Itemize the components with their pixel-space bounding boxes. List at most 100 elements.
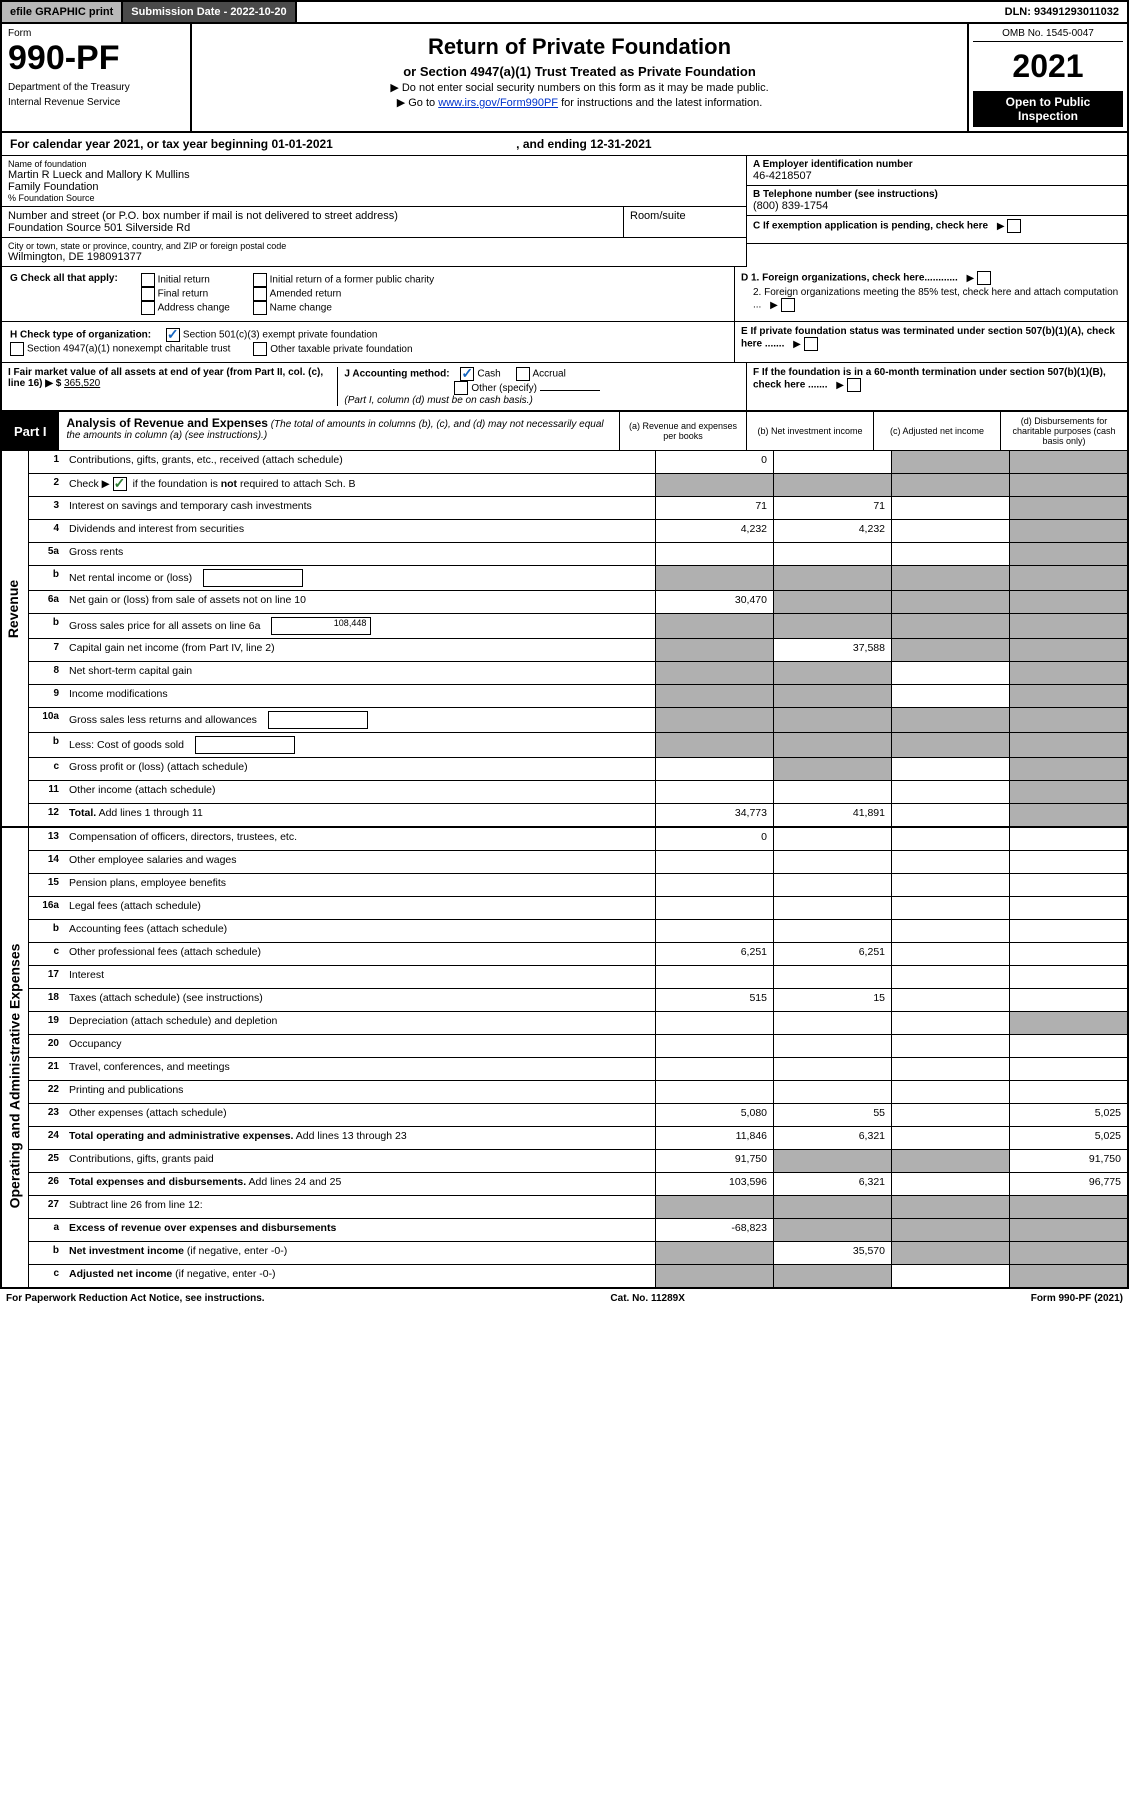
col-d-value: 5,025 — [1009, 1127, 1127, 1149]
col-b-value — [773, 1035, 891, 1057]
line-number: b — [29, 1242, 65, 1264]
f-checkbox[interactable] — [847, 378, 861, 392]
line-number: 2 — [29, 474, 65, 496]
col-d-value — [1009, 828, 1127, 850]
line-description: Other employee salaries and wages — [65, 851, 655, 873]
d1-checkbox[interactable] — [977, 271, 991, 285]
g-final-return[interactable] — [141, 287, 155, 301]
table-row: 7Capital gain net income (from Part IV, … — [29, 639, 1127, 662]
c-checkbox[interactable] — [1007, 219, 1021, 233]
line-description: Dividends and interest from securities — [65, 520, 655, 542]
calendar-year-row: For calendar year 2021, or tax year begi… — [0, 133, 1129, 156]
topbar-spacer — [297, 2, 997, 22]
col-c-value — [891, 1081, 1009, 1103]
line-description: Contributions, gifts, grants paid — [65, 1150, 655, 1172]
g-initial-former[interactable] — [253, 273, 267, 287]
line-number: 4 — [29, 520, 65, 542]
table-row: 23Other expenses (attach schedule)5,0805… — [29, 1104, 1127, 1127]
line-description: Other expenses (attach schedule) — [65, 1104, 655, 1126]
col-c-value — [891, 758, 1009, 780]
col-c-value — [891, 1173, 1009, 1195]
g-name-change[interactable] — [253, 301, 267, 315]
col-c-value — [891, 1127, 1009, 1149]
col-a-value: 6,251 — [655, 943, 773, 965]
col-b-value: 55 — [773, 1104, 891, 1126]
col-c-value — [891, 662, 1009, 684]
line-description: Subtract line 26 from line 12: — [65, 1196, 655, 1218]
line-number: 23 — [29, 1104, 65, 1126]
h-501c3-checkbox[interactable] — [166, 328, 180, 342]
col-c-value — [891, 781, 1009, 803]
table-row: 10aGross sales less returns and allowanc… — [29, 708, 1127, 733]
col-a-value — [655, 614, 773, 638]
table-row: 4Dividends and interest from securities4… — [29, 520, 1127, 543]
line-description: Check ▶ if the foundation is not require… — [65, 474, 655, 496]
g-d-row: G Check all that apply: Initial return F… — [0, 267, 1129, 322]
col-c-value — [891, 943, 1009, 965]
col-b-value — [773, 1081, 891, 1103]
h-4947-checkbox[interactable] — [10, 342, 24, 356]
col-c-value — [891, 591, 1009, 613]
g-initial-return[interactable] — [141, 273, 155, 287]
col-b-value: 71 — [773, 497, 891, 519]
col-d-value — [1009, 1196, 1127, 1218]
col-a-value — [655, 966, 773, 988]
efile-print-btn[interactable]: efile GRAPHIC print — [2, 2, 123, 22]
form-id-block: Form 990-PF Department of the Treasury I… — [2, 24, 192, 131]
table-row: 15Pension plans, employee benefits — [29, 874, 1127, 897]
col-d-value — [1009, 451, 1127, 473]
line-number: 13 — [29, 828, 65, 850]
col-a-value — [655, 874, 773, 896]
entity-info-grid: Name of foundation Martin R Lueck and Ma… — [0, 156, 1129, 267]
col-b-header: (b) Net investment income — [746, 412, 873, 450]
form-header: Form 990-PF Department of the Treasury I… — [0, 24, 1129, 133]
col-a-value — [655, 566, 773, 590]
line-number: 24 — [29, 1127, 65, 1149]
col-c-value — [891, 1035, 1009, 1057]
g-amended-return[interactable] — [253, 287, 267, 301]
col-d-value — [1009, 781, 1127, 803]
line-number: 26 — [29, 1173, 65, 1195]
part1-header: Part I Analysis of Revenue and Expenses … — [0, 412, 1129, 451]
g-address-change[interactable] — [141, 301, 155, 315]
j-other-checkbox[interactable] — [454, 381, 468, 395]
line-number: 21 — [29, 1058, 65, 1080]
table-row: 14Other employee salaries and wages — [29, 851, 1127, 874]
e-checkbox[interactable] — [804, 337, 818, 351]
part1-label: Part I — [2, 412, 59, 450]
col-b-value — [773, 828, 891, 850]
col-b-value: 6,321 — [773, 1173, 891, 1195]
col-b-value: 35,570 — [773, 1242, 891, 1264]
revenue-side-label: Revenue — [2, 451, 29, 826]
col-a-value — [655, 733, 773, 757]
col-d-value — [1009, 966, 1127, 988]
col-c-value — [891, 1058, 1009, 1080]
expenses-table: Operating and Administrative Expenses 13… — [0, 828, 1129, 1289]
line-description: Net rental income or (loss) — [65, 566, 655, 590]
j-cash-checkbox[interactable] — [460, 367, 474, 381]
col-a-value — [655, 662, 773, 684]
line-description: Excess of revenue over expenses and disb… — [65, 1219, 655, 1241]
table-row: cGross profit or (loss) (attach schedule… — [29, 758, 1127, 781]
table-row: 24Total operating and administrative exp… — [29, 1127, 1127, 1150]
col-b-value: 41,891 — [773, 804, 891, 826]
line-number: 16a — [29, 897, 65, 919]
col-c-value — [891, 708, 1009, 732]
col-a-value — [655, 708, 773, 732]
line-number: 17 — [29, 966, 65, 988]
col-d-value — [1009, 733, 1127, 757]
col-d-value — [1009, 989, 1127, 1011]
line-description: Gross profit or (loss) (attach schedule) — [65, 758, 655, 780]
irs-link[interactable]: www.irs.gov/Form990PF — [438, 97, 558, 109]
line-description: Other income (attach schedule) — [65, 781, 655, 803]
line-number: 18 — [29, 989, 65, 1011]
h-other-checkbox[interactable] — [253, 342, 267, 356]
col-b-value — [773, 1058, 891, 1080]
line-description: Income modifications — [65, 685, 655, 707]
j-accrual-checkbox[interactable] — [516, 367, 530, 381]
h-section: H Check type of organization: Section 50… — [2, 322, 735, 362]
instr-link-row: ▶ Go to www.irs.gov/Form990PF for instru… — [202, 96, 957, 109]
d2-checkbox[interactable] — [781, 298, 795, 312]
col-d-value — [1009, 662, 1127, 684]
table-row: 3Interest on savings and temporary cash … — [29, 497, 1127, 520]
